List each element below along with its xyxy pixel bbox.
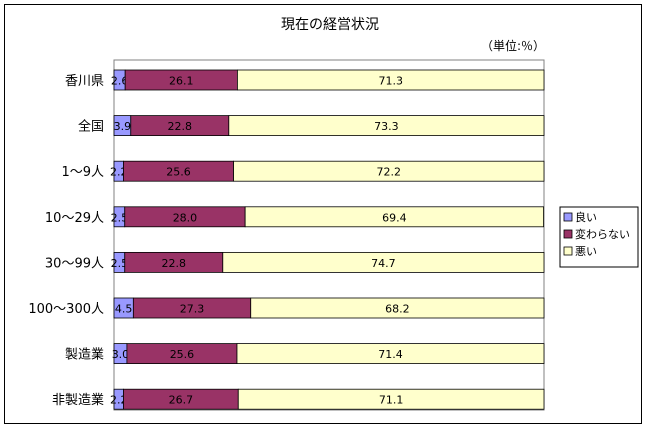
bar-segment <box>237 69 545 91</box>
category-label: 1～9人 <box>61 165 104 180</box>
data-label: 26.7 <box>169 394 194 407</box>
bar-segment <box>237 388 545 410</box>
unit-note: （単位:％） <box>481 38 545 53</box>
category-label: 全国 <box>78 119 104 135</box>
category-label: 製造業 <box>65 347 104 363</box>
data-label: 4.5 <box>115 303 133 316</box>
data-label: 72.2 <box>377 166 402 179</box>
legend-box <box>559 206 639 268</box>
legend-swatch <box>563 229 573 239</box>
bars-group: 香川県 2.6 26.1 71.3全国 3.9 22.8 73.31～9人 2.2 25.6 72… <box>28 69 545 410</box>
data-label: 74.7 <box>371 257 396 270</box>
data-label: 71.4 <box>378 348 403 361</box>
data-label: 71.1 <box>379 394 404 407</box>
data-label: 3.0 <box>112 348 130 361</box>
category-label: 香川県 <box>65 74 104 89</box>
data-label: 69.4 <box>382 211 407 224</box>
category-label: 30～99人 <box>45 256 104 271</box>
category-label: 100～300人 <box>28 302 104 317</box>
data-label: 25.6 <box>166 166 191 179</box>
legend-label: 良い <box>575 210 597 224</box>
bar-segment <box>222 251 545 273</box>
bar-segment <box>228 115 545 136</box>
data-label: 27.3 <box>180 303 205 316</box>
data-label: 3.9 <box>114 120 132 133</box>
bar-segment <box>236 343 545 365</box>
bar-segment <box>250 297 545 319</box>
category-label: 非製造業 <box>52 392 104 408</box>
plot-area <box>113 59 545 411</box>
legend-label: 悪い <box>575 245 597 258</box>
data-label: 71.3 <box>378 75 403 88</box>
legend-swatch <box>563 212 573 222</box>
bar-segment <box>233 160 545 182</box>
data-label: 73.3 <box>374 120 399 133</box>
legend-label: 変わらない <box>575 227 630 241</box>
data-label: 2.6 <box>111 75 129 88</box>
data-label: 22.8 <box>162 257 187 270</box>
bar-segment <box>244 206 544 228</box>
data-label: 28.0 <box>173 211 198 224</box>
legend-swatch <box>563 246 573 256</box>
category-label: 10～29人 <box>45 211 104 226</box>
data-label: 68.2 <box>385 303 410 316</box>
data-label: 22.8 <box>168 120 193 133</box>
data-label: 2.5 <box>111 211 129 224</box>
data-label: 26.1 <box>169 75 194 88</box>
data-label: 2.5 <box>111 257 129 270</box>
data-label: 25.6 <box>170 348 195 361</box>
chart-title: 現在の経営状況 <box>281 17 379 33</box>
